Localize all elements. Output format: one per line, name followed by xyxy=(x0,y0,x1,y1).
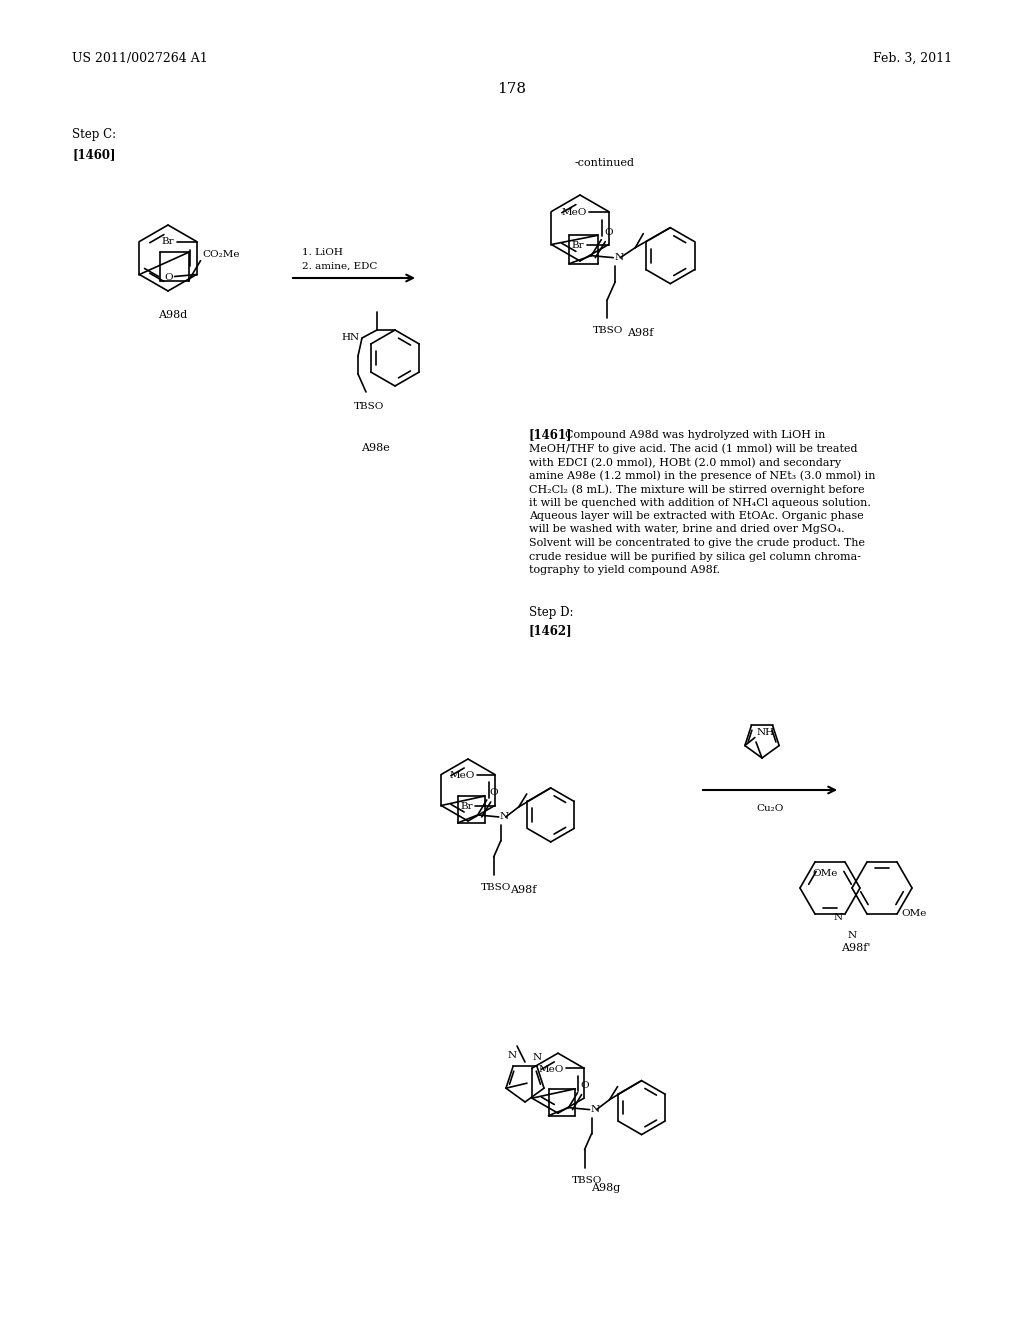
Text: amine A98e (1.2 mmol) in the presence of NEt₃ (3.0 mmol) in: amine A98e (1.2 mmol) in the presence of… xyxy=(529,470,876,480)
Text: N: N xyxy=(508,1052,517,1060)
Text: Step D:: Step D: xyxy=(529,606,573,619)
Text: MeO: MeO xyxy=(561,209,587,216)
Text: A98f: A98f xyxy=(510,884,537,895)
Text: N: N xyxy=(834,913,843,923)
Text: A98g: A98g xyxy=(591,1183,621,1193)
Text: [1460]: [1460] xyxy=(72,148,116,161)
Text: N: N xyxy=(500,812,509,821)
Text: Solvent will be concentrated to give the crude product. The: Solvent will be concentrated to give the… xyxy=(529,539,865,548)
Text: Br: Br xyxy=(162,238,174,246)
Text: MeO: MeO xyxy=(539,1065,564,1073)
Text: 178: 178 xyxy=(498,82,526,96)
Text: TBSO: TBSO xyxy=(593,326,624,335)
Text: it will be quenched with addition of NH₄Cl aqueous solution.: it will be quenched with addition of NH₄… xyxy=(529,498,870,507)
Text: NH: NH xyxy=(757,727,775,737)
Text: US 2011/0027264 A1: US 2011/0027264 A1 xyxy=(72,51,208,65)
Text: Br: Br xyxy=(460,803,473,810)
Text: 2. amine, EDC: 2. amine, EDC xyxy=(302,261,378,271)
Text: MeO: MeO xyxy=(450,771,475,780)
Text: Cu₂O: Cu₂O xyxy=(757,804,783,813)
Text: Feb. 3, 2011: Feb. 3, 2011 xyxy=(872,51,952,65)
Text: Aqueous layer will be extracted with EtOAc. Organic phase: Aqueous layer will be extracted with EtO… xyxy=(529,511,864,521)
Text: tography to yield compound A98f.: tography to yield compound A98f. xyxy=(529,565,720,576)
Text: crude residue will be purified by silica gel column chroma-: crude residue will be purified by silica… xyxy=(529,552,861,561)
Text: N: N xyxy=(614,253,624,263)
Text: A98f: A98f xyxy=(627,327,653,338)
Text: MeOH/THF to give acid. The acid (1 mmol) will be treated: MeOH/THF to give acid. The acid (1 mmol)… xyxy=(529,444,857,454)
Text: CO₂Me: CO₂Me xyxy=(203,249,240,259)
Text: 1. LiOH: 1. LiOH xyxy=(302,248,343,257)
Text: [1462]: [1462] xyxy=(529,624,572,638)
Text: OMe: OMe xyxy=(901,909,927,919)
Text: TBSO: TBSO xyxy=(354,403,384,411)
Text: Step C:: Step C: xyxy=(72,128,116,141)
Text: A98d: A98d xyxy=(159,310,187,319)
Text: O: O xyxy=(604,227,613,236)
Text: A98e: A98e xyxy=(360,444,389,453)
Text: TBSO: TBSO xyxy=(480,883,511,892)
Text: N: N xyxy=(848,932,856,940)
Text: Compound A98d was hydrolyzed with LiOH in: Compound A98d was hydrolyzed with LiOH i… xyxy=(565,430,825,440)
Text: HN: HN xyxy=(342,334,360,342)
Text: CH₂Cl₂ (8 mL). The mixture will be stirred overnight before: CH₂Cl₂ (8 mL). The mixture will be stirr… xyxy=(529,484,864,495)
Text: N: N xyxy=(591,1105,600,1114)
Text: O: O xyxy=(164,273,173,282)
Text: N: N xyxy=(534,1053,542,1063)
Text: O: O xyxy=(581,1081,589,1089)
Text: will be washed with water, brine and dried over MgSO₄.: will be washed with water, brine and dri… xyxy=(529,524,845,535)
Text: [1461]: [1461] xyxy=(529,428,572,441)
Text: A98f': A98f' xyxy=(842,942,870,953)
Text: O: O xyxy=(489,788,499,797)
Text: -continued: -continued xyxy=(575,158,635,168)
Text: Br: Br xyxy=(572,242,585,249)
Text: TBSO: TBSO xyxy=(571,1176,602,1184)
Text: with EDCI (2.0 mmol), HOBt (2.0 mmol) and secondary: with EDCI (2.0 mmol), HOBt (2.0 mmol) an… xyxy=(529,457,841,467)
Text: OMe: OMe xyxy=(812,869,838,878)
